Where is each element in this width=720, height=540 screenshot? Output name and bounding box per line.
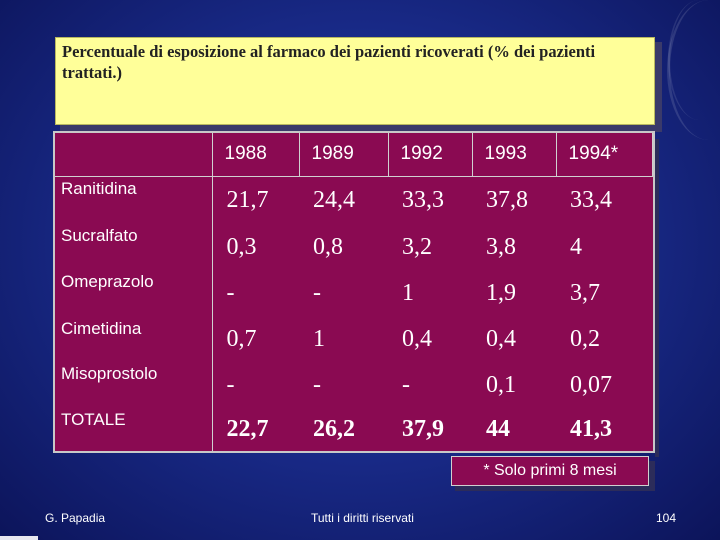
cell-value: 1,9 [486, 280, 516, 306]
decor-bar [0, 536, 38, 540]
cell-value: - [226, 371, 235, 398]
cell-value: 21,7 [226, 186, 269, 213]
table-row: Omeprazolo - - 1 1,9 3,7 [55, 270, 653, 317]
cell-value: 0,8 [313, 233, 343, 260]
table-row: Misoprostolo - - - 0,1 0,07 [55, 362, 653, 408]
data-table: 1988 1989 1992 1993 1994* Ranitidina 21,… [53, 131, 659, 457]
page-number: 104 [656, 511, 677, 525]
total-row: TOTALE 22,7 26,2 37,9 44 41,3 [55, 408, 653, 451]
header-empty-cell [55, 133, 213, 177]
year-header: 1994* [555, 133, 653, 177]
row-label: TOTALE [55, 408, 213, 451]
cell-value: 37,8 [486, 186, 528, 213]
slide-title: Percentuale di esposizione al farmaco de… [55, 37, 655, 125]
year-header: 1988 [211, 133, 300, 177]
cell-value: 26,2 [313, 416, 355, 442]
cell-value: 1 [313, 326, 325, 352]
cell-value: 33,3 [402, 186, 444, 213]
table-row: Sucralfato 0,3 0,8 3,2 3,8 4 [55, 224, 653, 270]
cell-value: 0,4 [486, 326, 516, 352]
row-label: Sucralfato [55, 224, 213, 270]
footer-rights: Tutti i diritti riservati [311, 511, 414, 525]
table-row: Ranitidina 21,7 24,4 33,3 37,8 33,4 [55, 176, 653, 224]
cell-value: 3,2 [402, 233, 432, 260]
row-label: Omeprazolo [55, 270, 213, 317]
cell-value: 44 [486, 416, 510, 442]
header-row: 1988 1989 1992 1993 1994* [55, 133, 653, 177]
cell-value: 1 [402, 280, 414, 306]
row-label: Ranitidina [55, 176, 213, 224]
footnote-box: * Solo primi 8 mesi [451, 456, 649, 486]
cell-value: 0,2 [570, 326, 600, 352]
decor-swoosh [668, 0, 720, 120]
year-header: 1993 [471, 133, 557, 177]
row-label: Cimetidina [55, 317, 213, 362]
cell-value: 0,7 [226, 326, 257, 352]
cell-value: 37,9 [402, 416, 444, 442]
cell-value: - [313, 371, 321, 398]
row-label: Misoprostolo [55, 362, 213, 408]
cell-value: 4 [570, 233, 582, 260]
cell-value: 3,8 [486, 233, 516, 260]
cell-value: 33,4 [570, 186, 612, 213]
year-header: 1989 [298, 133, 389, 177]
footer-author: G. Papadia [45, 511, 106, 525]
cell-value: - [313, 280, 321, 306]
cell-value: - [226, 280, 235, 306]
cell-value: 0,1 [486, 371, 516, 398]
table-shadow [655, 139, 659, 457]
cell-value: 41,3 [570, 416, 612, 442]
table-row: Cimetidina 0,7 1 0,4 0,4 0,2 [55, 317, 653, 362]
cell-value: 3,7 [570, 280, 600, 306]
year-header: 1992 [387, 133, 473, 177]
cell-value: - [402, 371, 410, 398]
cell-value: 22,7 [226, 416, 269, 442]
cell-value: 24,4 [313, 186, 355, 213]
cell-value: 0,07 [570, 371, 612, 398]
cell-value: 0,3 [226, 233, 257, 260]
cell-value: 0,4 [402, 326, 432, 352]
